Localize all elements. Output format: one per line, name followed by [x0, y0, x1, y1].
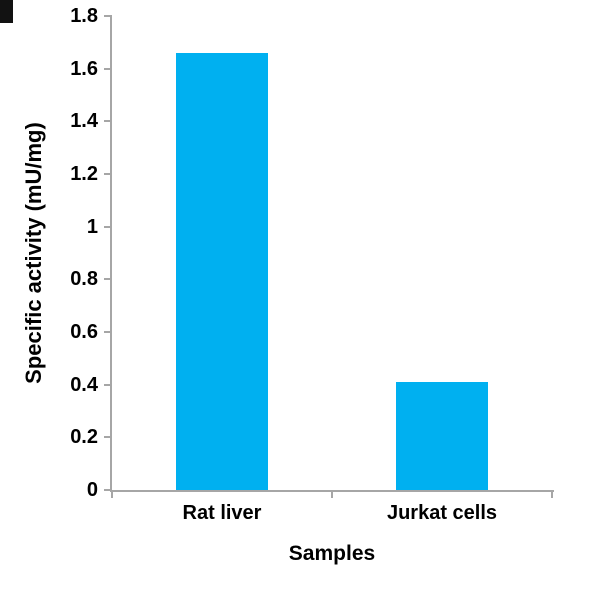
x-tick-mark: [111, 490, 113, 498]
y-tick-label: 1.8: [70, 5, 98, 27]
bar-rat-liver: [176, 52, 268, 490]
corner-artifact: [0, 0, 13, 23]
y-tick-mark: [104, 489, 112, 491]
y-tick-label: 1.4: [70, 110, 98, 133]
y-tick-mark: [104, 15, 112, 17]
y-tick-mark: [104, 331, 112, 333]
y-tick-mark: [104, 436, 112, 439]
y-tick-label: 1: [86, 215, 98, 238]
y-tick-label: 0.4: [70, 373, 98, 396]
plot-area: Specific activity (mU/mg) 0 0.2 0.4 0.6 0.8 1…: [21, 5, 554, 565]
x-category-label: Jurkat cells: [386, 502, 498, 524]
y-axis-title: Specific activity (mU/mg): [21, 122, 46, 384]
y-tick-label: 1.6: [70, 57, 98, 80]
y-tick-mark: [104, 225, 112, 228]
y-tick-mark: [104, 67, 112, 70]
y-tick-label: 0.6: [70, 321, 98, 343]
y-tick-mark: [104, 173, 112, 175]
y-tick-label: 1.2: [70, 163, 98, 185]
y-tick-label: 0: [86, 479, 98, 501]
x-category-label: Rat liver: [182, 502, 262, 524]
y-tick-mark: [104, 120, 112, 123]
y-axis-line: [110, 16, 112, 490]
bar-jurkat-cells: [396, 382, 488, 490]
x-tick-mark: [331, 490, 333, 498]
y-tick-mark: [104, 383, 112, 386]
y-tick-label: 0.8: [70, 268, 98, 291]
y-tick-mark: [104, 278, 112, 281]
y-tick-label: 0.2: [70, 426, 98, 449]
x-axis-title: Samples: [288, 542, 376, 565]
x-tick-mark: [551, 490, 553, 498]
